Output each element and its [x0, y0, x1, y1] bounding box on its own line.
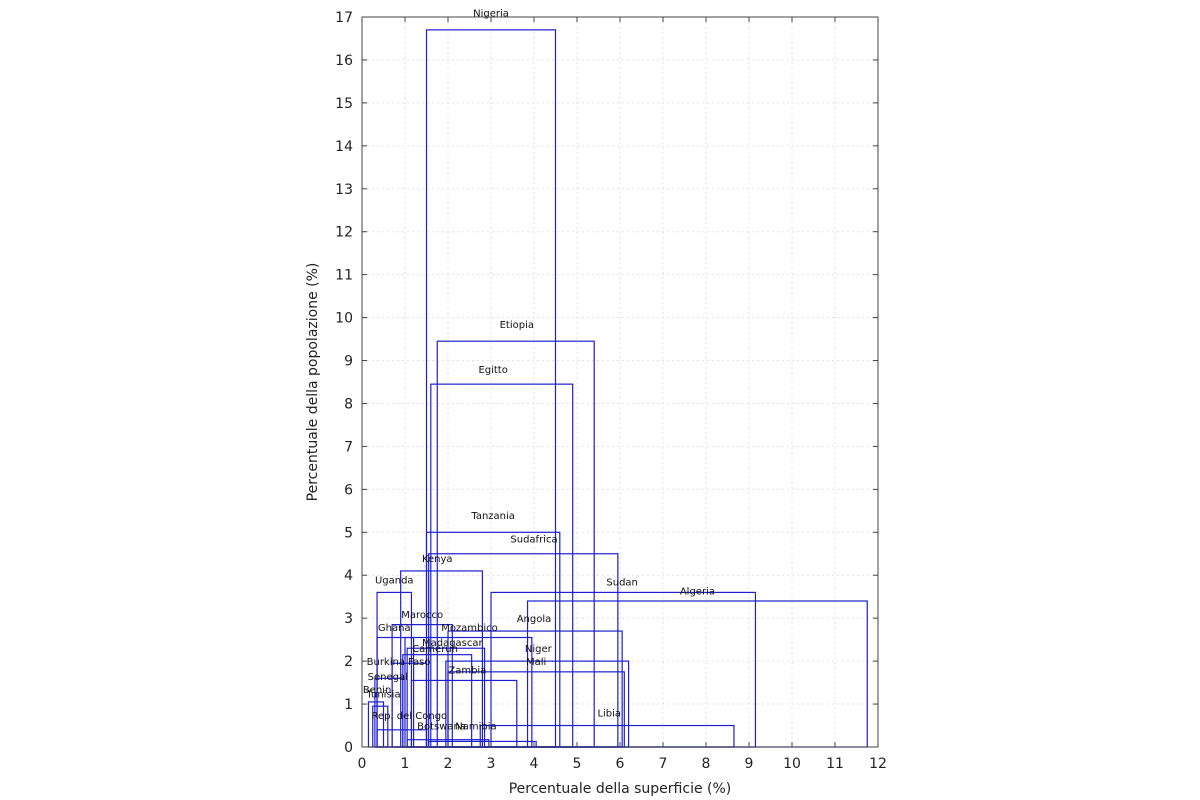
box-libia [479, 724, 735, 748]
x-tick-label: 11 [826, 756, 844, 772]
label-algeria: Algeria [680, 586, 715, 597]
y-tick-label: 13 [335, 182, 353, 198]
label-rep-del-congo: Rep. del Congo [371, 711, 447, 722]
x-tick-label: 1 [401, 756, 410, 772]
y-tick-label: 3 [344, 611, 353, 627]
x-tick-label: 8 [702, 756, 711, 772]
y-tick-label: 16 [335, 53, 353, 69]
label-niger: Niger [525, 644, 553, 655]
x-axis-title: Percentuale della superficie (%) [509, 781, 732, 797]
x-tick-label: 12 [869, 756, 887, 772]
label-mali: Mali [526, 657, 546, 668]
y-tick-label: 6 [344, 482, 353, 498]
label-angola: Angola [517, 614, 552, 625]
label-tanzania: Tanzania [470, 511, 515, 522]
label-sudan: Sudan [606, 578, 638, 589]
label-mozambico: Mozambico [441, 623, 498, 634]
x-tick-label: 0 [358, 756, 367, 772]
label-botswana: Botswana [417, 722, 466, 733]
x-tick-label: 9 [745, 756, 754, 772]
label-egitto: Egitto [478, 365, 507, 376]
y-tick-label: 10 [335, 311, 353, 327]
label-nigeria: Nigeria [473, 9, 509, 20]
y-tick-label: 15 [335, 96, 353, 112]
label-zambia: Zambia [448, 666, 486, 677]
y-tick-label: 12 [335, 225, 353, 241]
label-burkina-faso: Burkina Faso [367, 657, 431, 668]
x-tick-label: 5 [573, 756, 582, 772]
y-tick-label: 14 [335, 139, 353, 155]
y-tick-label: 9 [344, 354, 353, 370]
label-benin: Benin [363, 685, 391, 696]
label-namibia: Namibia [455, 722, 496, 733]
x-tick-label: 3 [487, 756, 496, 772]
label-kenya: Kenya [422, 554, 453, 565]
label-libia: Libia [597, 709, 621, 720]
y-axis-title: Percentuale della popolazione (%) [305, 263, 321, 502]
x-tick-label: 6 [616, 756, 625, 772]
x-tick-label: 4 [530, 756, 539, 772]
y-tick-label: 1 [344, 697, 353, 713]
label-madagascar: Madagascar [422, 638, 484, 649]
label-etiopia: Etiopia [500, 320, 534, 331]
label-uganda: Uganda [375, 576, 414, 587]
label-tunisia: Tunisia [365, 689, 400, 700]
y-tick-label: 2 [344, 654, 353, 670]
country-labels: Nigeria Etiopia Egitto Tanzania Sudafrica Ken… [363, 9, 715, 733]
x-tick-label: 10 [783, 756, 801, 772]
box-benin [367, 701, 385, 748]
y-tick-label: 17 [335, 10, 353, 26]
label-ghana: Ghana [378, 623, 411, 634]
y-tick-label: 11 [335, 268, 353, 284]
label-marocco: Marocco [401, 610, 443, 621]
label-sudafrica: Sudafrica [510, 535, 557, 546]
y-tick-label: 0 [344, 740, 353, 756]
x-tick-label: 7 [659, 756, 668, 772]
label-camerun: Camerun [412, 644, 458, 655]
x-axis: 0 1 2 3 4 5 6 7 8 9 10 11 12 [358, 17, 887, 772]
y-tick-label: 5 [344, 525, 353, 541]
y-tick-label: 4 [344, 568, 353, 584]
label-senegal: Senegal [368, 672, 408, 683]
y-tick-label: 8 [344, 396, 353, 412]
y-tick-label: 7 [344, 439, 353, 455]
x-tick-label: 2 [444, 756, 453, 772]
